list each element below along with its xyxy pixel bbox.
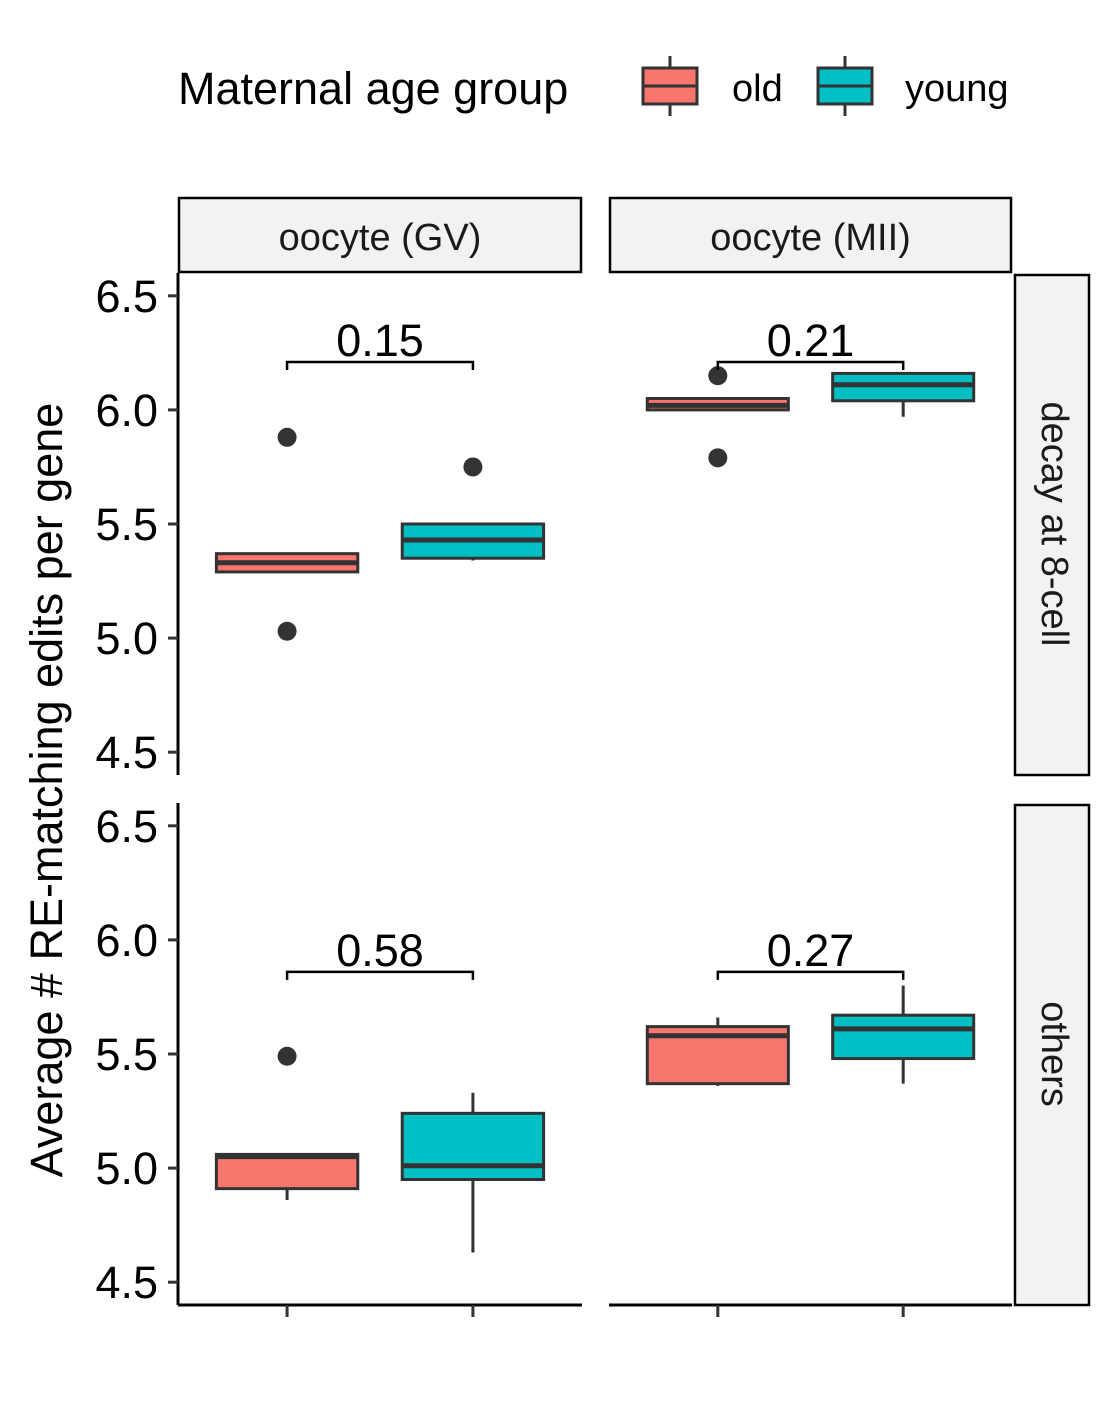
box-old (214, 427, 360, 641)
box-old (645, 366, 790, 468)
y-tick-label: 5.0 (95, 1143, 158, 1194)
legend-title: Maternal age group (178, 63, 568, 114)
box-iqr (831, 1013, 976, 1061)
box-old (214, 1046, 360, 1201)
y-tick-label: 4.5 (95, 727, 158, 778)
outlier-point (708, 448, 728, 468)
legend-label-old: old (732, 68, 783, 110)
panel-3: 0.27 (645, 925, 976, 1086)
box-young (831, 985, 976, 1084)
box-iqr (400, 1111, 546, 1181)
panel-1: 0.21 (645, 315, 976, 468)
y-tick-label: 4.5 (95, 1257, 158, 1308)
strip-column-label: oocyte (MII) (710, 217, 911, 259)
y-tick-label: 6.0 (95, 915, 158, 966)
outlier-point (277, 621, 297, 641)
y-tick-label: 6.0 (95, 385, 158, 436)
pvalue-label: 0.58 (336, 925, 424, 976)
strip-row-0 (1013, 273, 1091, 777)
legend-label-young: young (905, 68, 1009, 110)
strip-row-label: decay at 8-cell (1033, 401, 1075, 646)
strip-column-0 (177, 196, 583, 274)
pvalue-label: 0.27 (767, 925, 855, 976)
legend-item-young: young (816, 56, 1009, 116)
outlier-point (708, 366, 728, 386)
facets: oocyte (GV) oocyte (MII) decay at 8-cell ot… (95, 196, 1091, 1317)
strip-column-label: oocyte (GV) (279, 217, 482, 259)
strip-column-1 (608, 196, 1013, 274)
box-iqr (214, 1152, 360, 1191)
legend-item-old: old (641, 56, 783, 116)
pvalue-label: 0.15 (336, 315, 424, 366)
pvalue-bracket (285, 970, 475, 980)
y-tick-label: 5.0 (95, 613, 158, 664)
pvalue-bracket (716, 360, 905, 370)
pvalue-bracket (716, 970, 905, 980)
panel-0: 0.15 (214, 315, 546, 641)
strip-row-1 (1013, 803, 1091, 1307)
strip-row-label: others (1033, 1001, 1075, 1107)
y-tick-label: 5.5 (95, 1029, 158, 1080)
outlier-point (463, 457, 483, 477)
legend: Maternal age group old young (178, 56, 1009, 116)
y-tick-label: 5.5 (95, 499, 158, 550)
y-axis-label: Average # RE-matching edits per gene (21, 403, 72, 1178)
panel-2: 0.58 (214, 925, 546, 1253)
box-old (645, 1017, 790, 1086)
y-tick-label: 6.5 (95, 801, 158, 852)
box-young (400, 1092, 546, 1253)
box-young (400, 457, 546, 561)
pvalue-bracket (285, 360, 475, 370)
y-tick-label: 6.5 (95, 271, 158, 322)
outlier-point (277, 1046, 297, 1066)
box-young (831, 371, 976, 417)
pvalue-label: 0.21 (767, 315, 855, 366)
outlier-point (277, 427, 297, 447)
